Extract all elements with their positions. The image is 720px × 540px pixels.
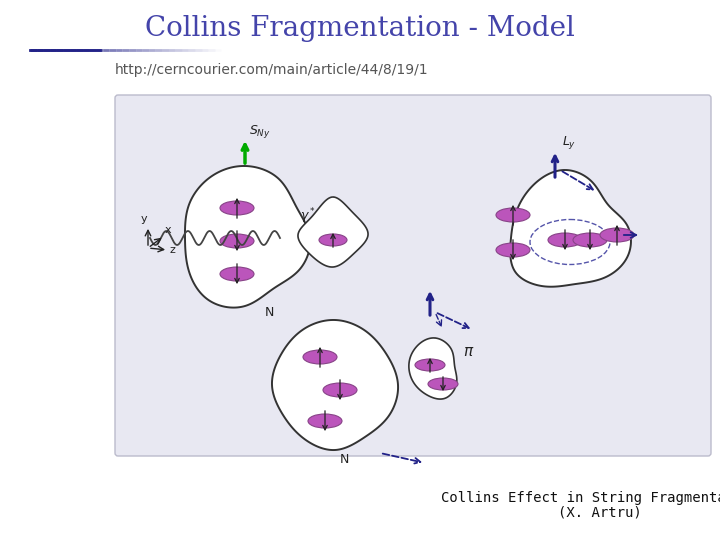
Ellipse shape (319, 234, 347, 246)
Ellipse shape (600, 228, 634, 242)
Ellipse shape (323, 383, 357, 397)
Text: N: N (340, 453, 349, 466)
Ellipse shape (415, 359, 445, 371)
Polygon shape (298, 197, 368, 267)
Text: Collins Effect in String Fragmentation: Collins Effect in String Fragmentation (441, 491, 720, 505)
Ellipse shape (496, 243, 530, 257)
Text: http://cerncourier.com/main/article/44/8/19/1: http://cerncourier.com/main/article/44/8… (115, 63, 428, 77)
Text: N: N (265, 306, 274, 319)
Polygon shape (510, 170, 631, 287)
Text: Collins Fragmentation - Model: Collins Fragmentation - Model (145, 15, 575, 42)
Ellipse shape (573, 233, 607, 247)
Text: $L_y$: $L_y$ (562, 134, 576, 151)
Polygon shape (185, 166, 310, 308)
Ellipse shape (220, 267, 254, 281)
Ellipse shape (220, 201, 254, 215)
Ellipse shape (308, 414, 342, 428)
Ellipse shape (548, 233, 582, 247)
Ellipse shape (428, 378, 458, 390)
Polygon shape (272, 320, 398, 450)
Text: $\gamma^*$: $\gamma^*$ (300, 206, 316, 226)
Text: (X. Artru): (X. Artru) (558, 506, 642, 520)
Ellipse shape (496, 208, 530, 222)
Text: $\pi$: $\pi$ (463, 344, 474, 359)
FancyBboxPatch shape (115, 95, 711, 456)
Text: y: y (141, 214, 148, 224)
Polygon shape (409, 338, 456, 399)
Text: $S_{Ny}$: $S_{Ny}$ (249, 123, 271, 140)
Ellipse shape (220, 234, 254, 248)
Text: z: z (170, 245, 176, 255)
Ellipse shape (303, 350, 337, 364)
Text: x: x (165, 225, 171, 235)
